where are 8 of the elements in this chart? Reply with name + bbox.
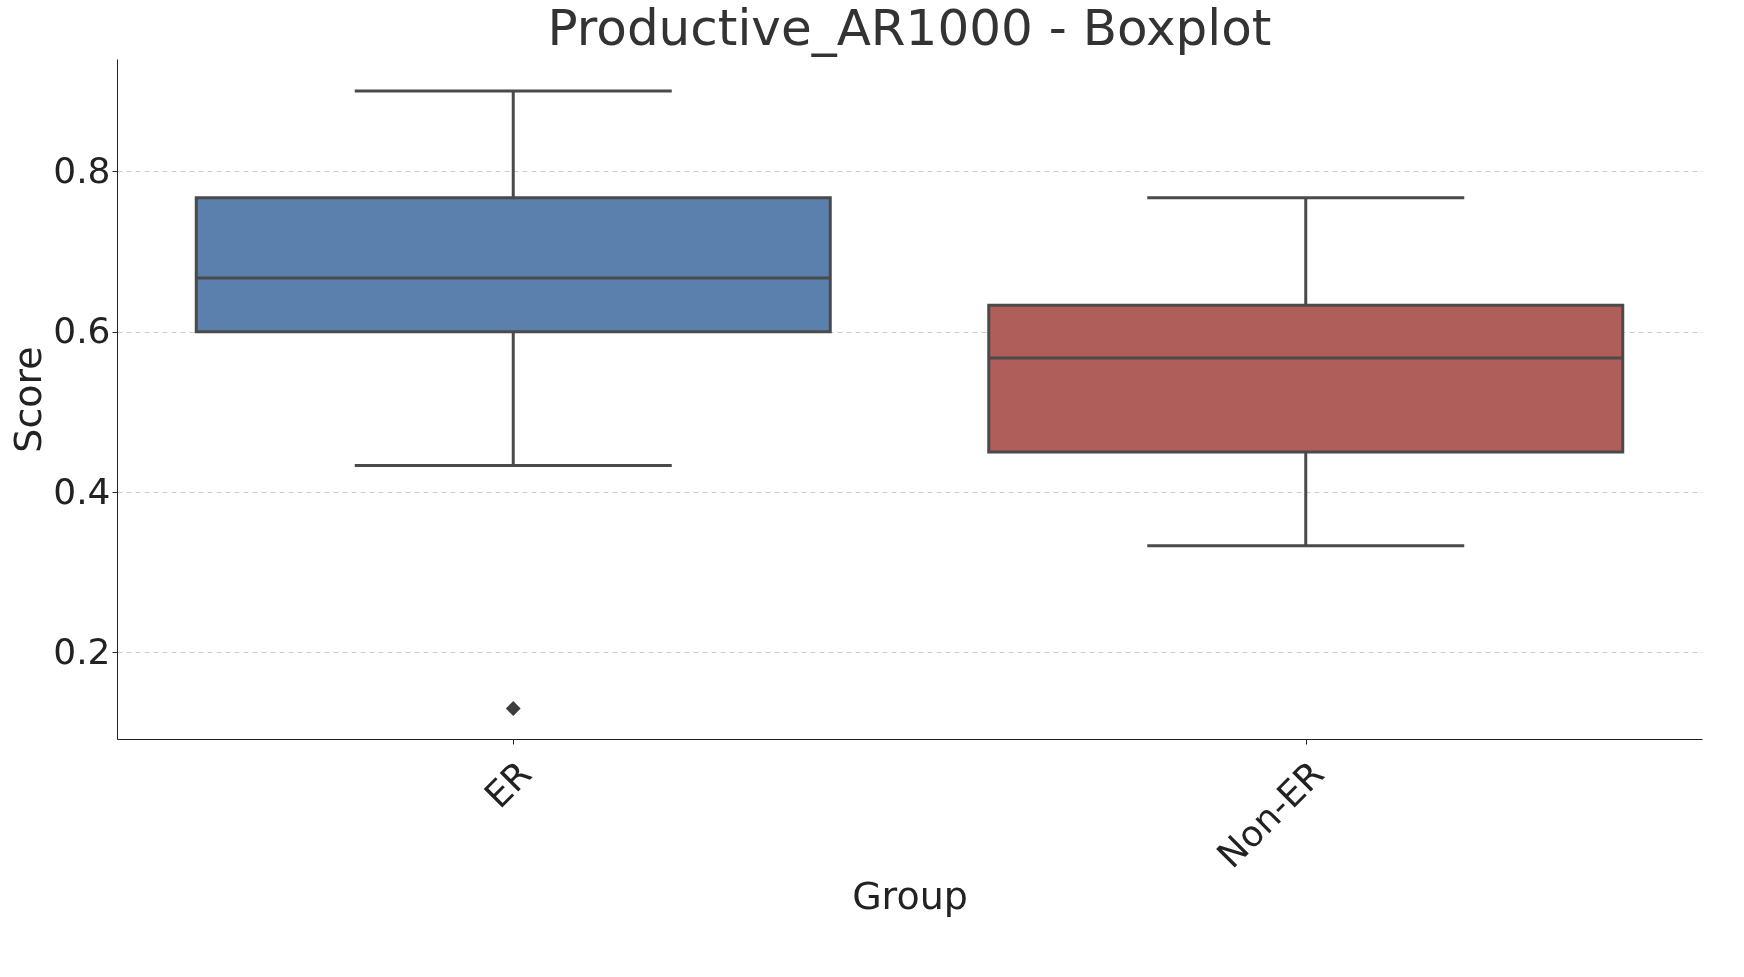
y-tick-label: 0.4: [53, 470, 111, 512]
y-axis-title: Score: [6, 346, 51, 453]
chart-title: Productive_AR1000 - Boxplot: [547, 0, 1272, 57]
x-tick-label: ER: [476, 752, 540, 816]
x-axis-title: Group: [852, 873, 968, 918]
y-tick-label: 0.2: [53, 630, 111, 672]
y-tick-label: 0.6: [53, 310, 111, 352]
y-tick-label: 0.8: [53, 149, 111, 191]
